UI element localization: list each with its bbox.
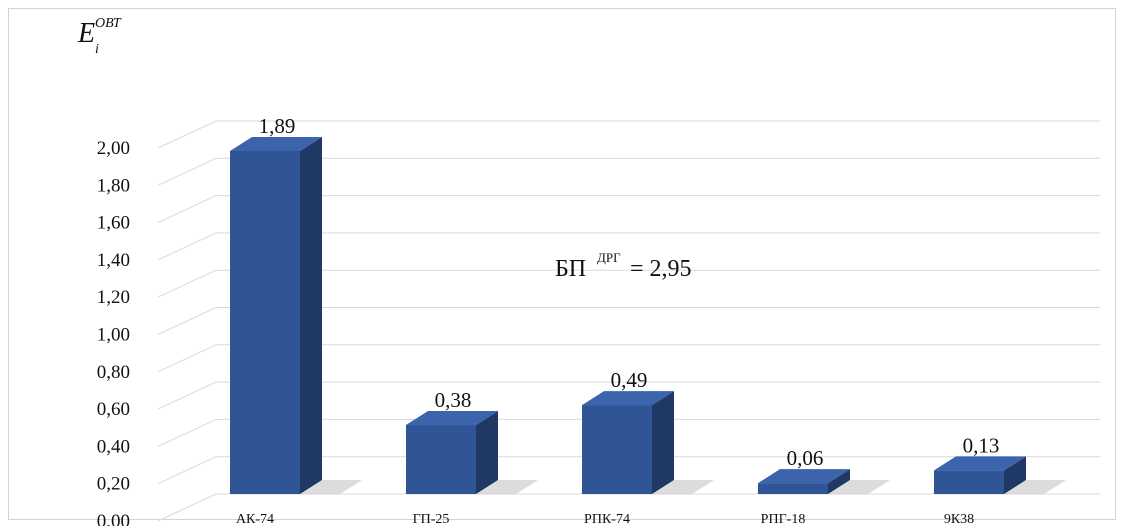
bar xyxy=(582,391,714,494)
x-category-label: РПК-74 xyxy=(584,512,630,526)
x-category-label: АК-74 xyxy=(236,512,274,526)
bar-side xyxy=(476,411,498,494)
gridline-side xyxy=(157,381,217,410)
x-axis-categories: АК-74 ГП-25 РПК-74 РПГ-18 9К38 xyxy=(236,512,974,526)
bar-shadow xyxy=(828,480,890,494)
gridline-side xyxy=(157,418,217,447)
gridline-side xyxy=(157,269,217,298)
chart-frame xyxy=(8,8,1116,520)
y-tick-label: 1,20 xyxy=(97,287,130,308)
bar-shadow xyxy=(476,480,538,494)
gridline-side xyxy=(157,232,217,261)
data-label: 0,38 xyxy=(435,388,472,412)
annotation-main: БП xyxy=(555,256,586,282)
x-category-label: 9К38 xyxy=(944,512,974,526)
y-axis-ticks: 0,00 0,20 0,40 0,60 0,80 1,00 1,20 1,40 1,60 1,80… xyxy=(97,138,130,526)
y-tick-label: 0,80 xyxy=(97,362,130,383)
bar xyxy=(934,456,1066,494)
y-tick-label: 0,00 xyxy=(97,511,130,526)
bar-top xyxy=(406,411,498,426)
annotation-value: = 2,95 xyxy=(630,256,692,282)
bar-side xyxy=(652,391,674,494)
data-label: 0,13 xyxy=(963,433,1000,457)
y-axis-label-superscript: ОВТ xyxy=(95,16,122,31)
bars xyxy=(230,136,1066,494)
y-tick-label: 1,80 xyxy=(97,175,130,196)
gridline-side xyxy=(157,157,217,186)
y-axis-label-subscript: i xyxy=(95,42,99,57)
gridline-side xyxy=(157,195,217,224)
bar-shadow xyxy=(1004,480,1066,494)
gridline-side xyxy=(157,456,217,485)
bar-shadow xyxy=(652,480,714,494)
y-tick-label: 1,40 xyxy=(97,250,130,271)
y-axis-label: E xyxy=(77,18,95,49)
gridline-side xyxy=(157,120,217,149)
y-tick-label: 2,00 xyxy=(97,138,130,159)
data-label: 0,06 xyxy=(787,446,824,470)
y-tick-label: 1,60 xyxy=(97,213,130,234)
bar-side xyxy=(300,136,322,494)
data-labels: 1,89 0,38 0,49 0,06 0,13 xyxy=(259,114,1000,470)
data-label: 1,89 xyxy=(259,114,296,138)
bar xyxy=(758,469,890,494)
bar-front xyxy=(406,425,476,494)
bar-top xyxy=(582,391,674,406)
x-category-label: ГП-25 xyxy=(413,512,450,526)
bar-front xyxy=(934,470,1004,494)
bar xyxy=(406,411,538,494)
y-tick-label: 1,00 xyxy=(97,325,130,346)
bar-top xyxy=(230,136,322,151)
bar-side xyxy=(828,469,850,494)
bar xyxy=(230,136,362,494)
y-tick-label: 0,60 xyxy=(97,399,130,420)
x-category-label: РПГ-18 xyxy=(761,512,806,526)
gridline-side xyxy=(157,493,217,522)
gridline-side xyxy=(157,307,217,335)
bar-side xyxy=(1004,456,1026,494)
bar-top xyxy=(934,456,1026,471)
bar-front xyxy=(582,405,652,494)
bar-front xyxy=(230,150,300,494)
data-label: 0,49 xyxy=(611,368,648,392)
y-tick-label: 0,40 xyxy=(97,436,130,457)
bar-top xyxy=(758,469,850,484)
y-tick-label: 0,20 xyxy=(97,474,130,495)
bar-front xyxy=(758,483,828,494)
bar-shadow xyxy=(300,480,362,494)
gridline-side xyxy=(157,344,217,373)
annotation-superscript: ДРГ xyxy=(597,250,621,265)
